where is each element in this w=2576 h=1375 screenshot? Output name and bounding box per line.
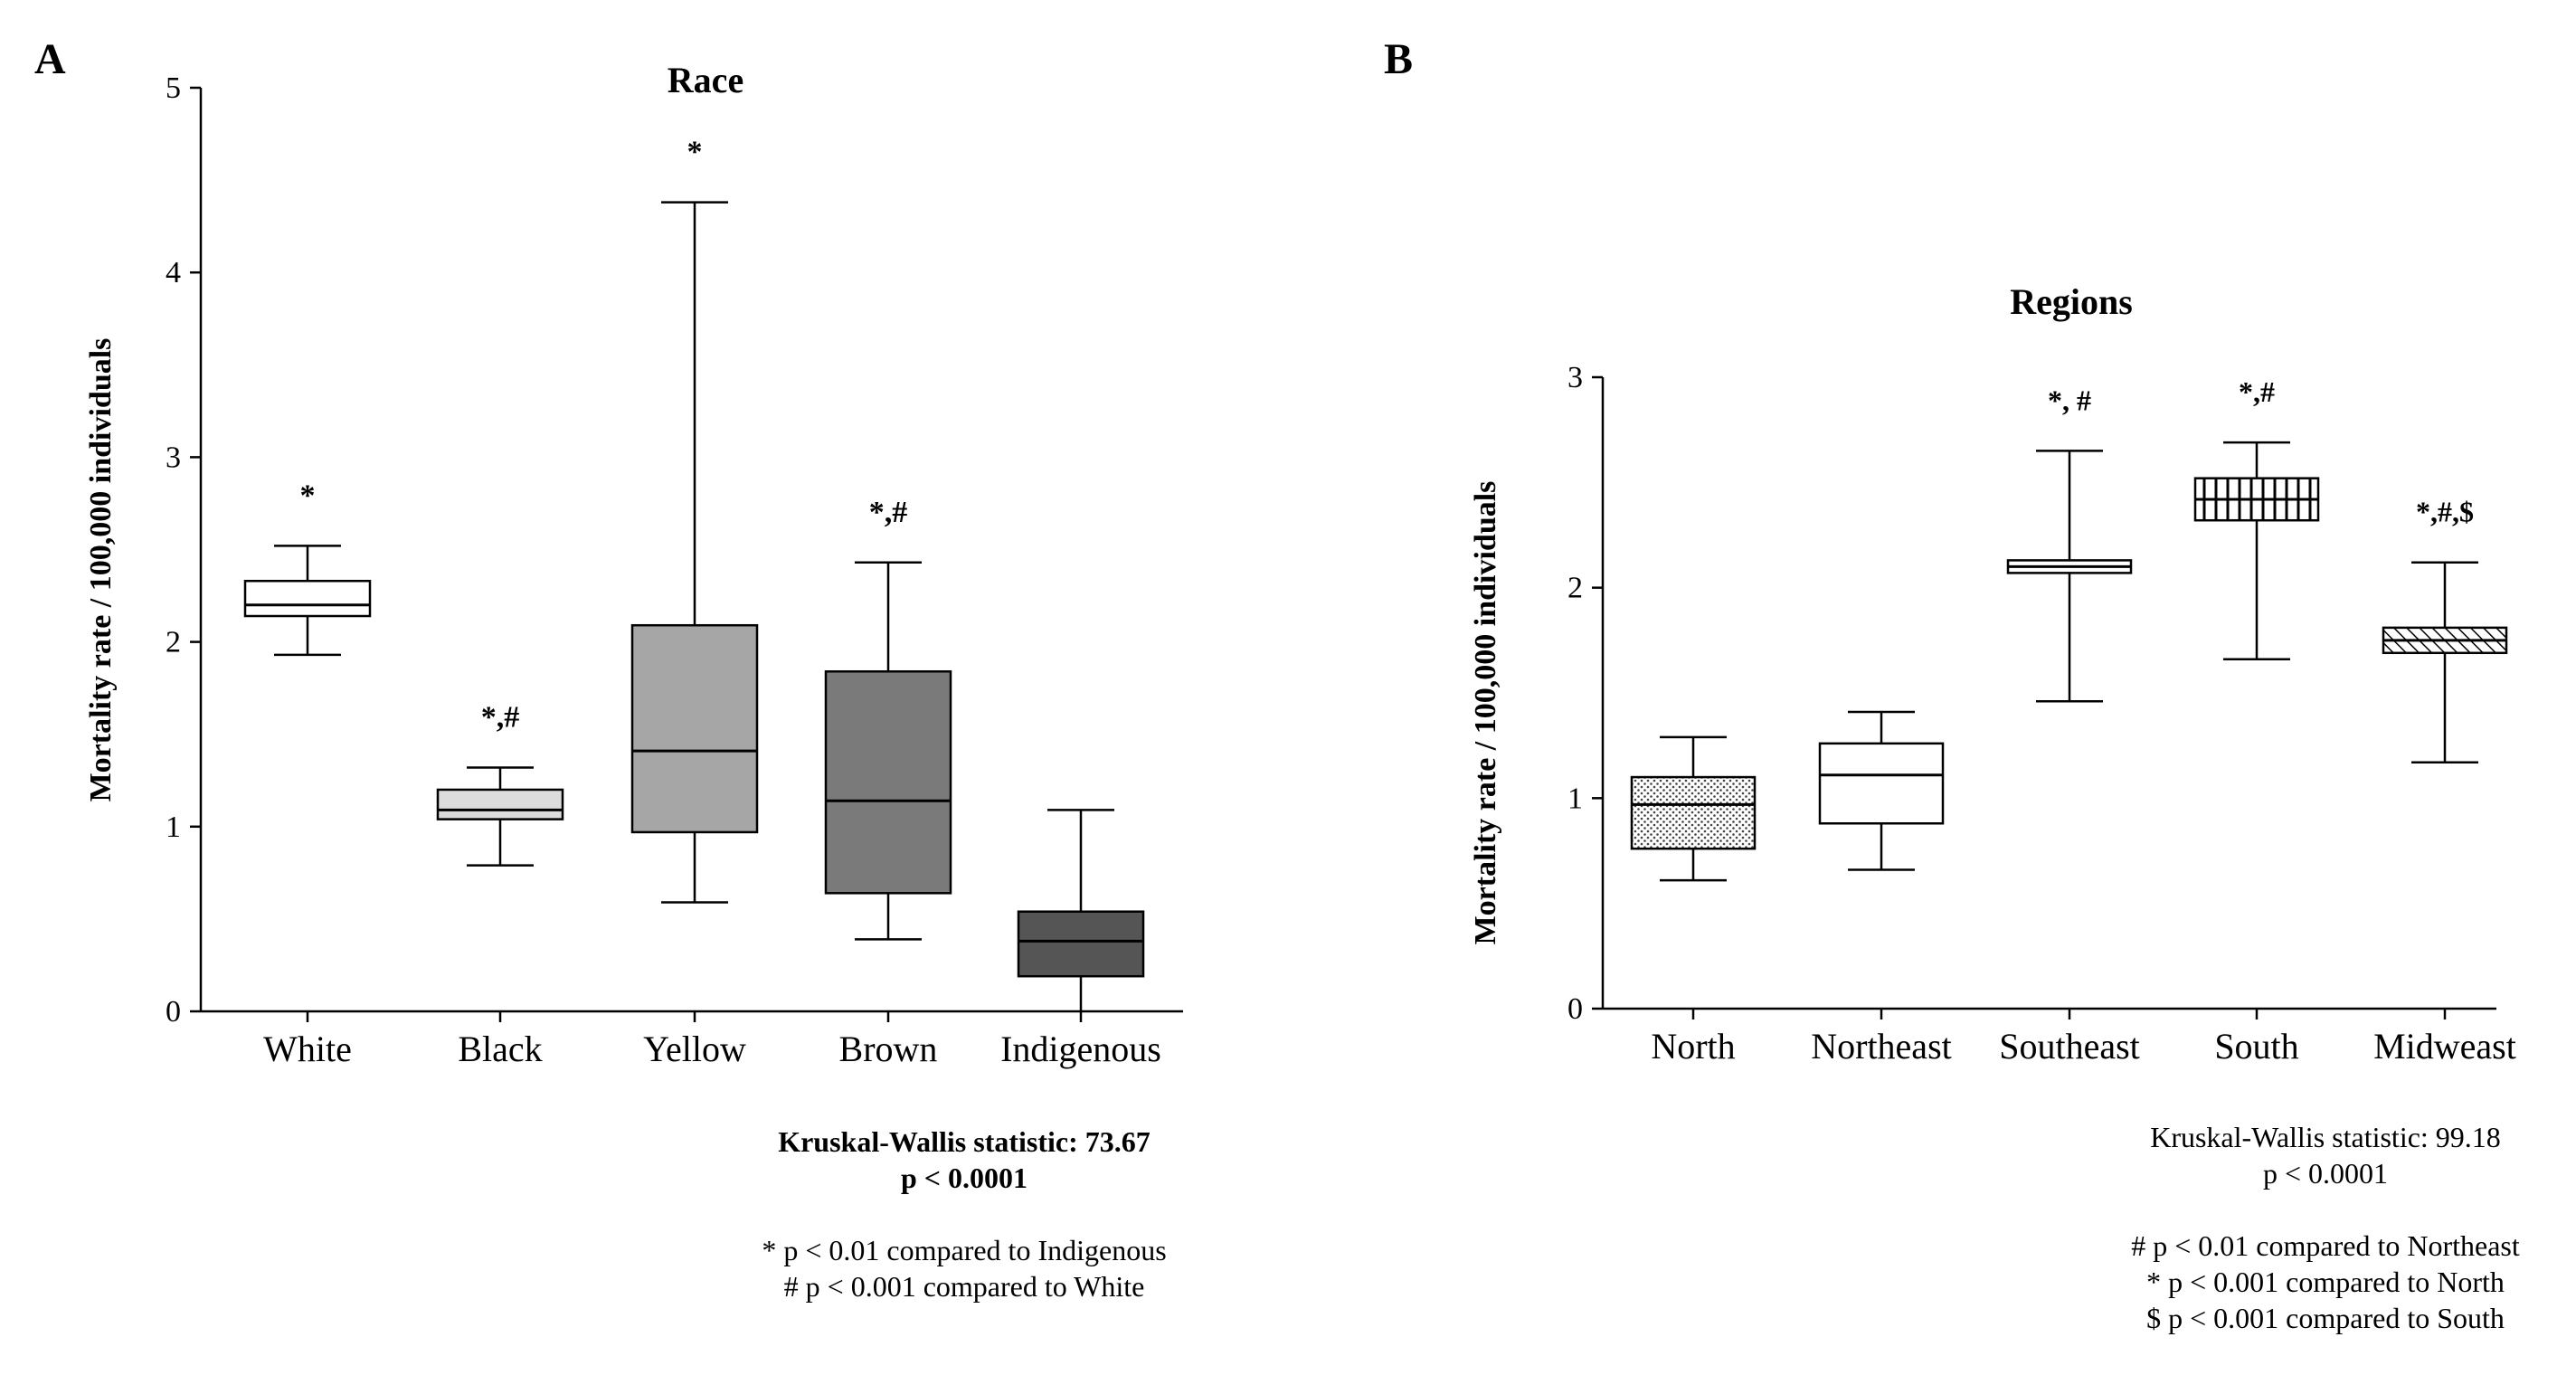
panel-a-category-label-brown: Brown <box>839 1029 938 1069</box>
panel-a-box-yellow <box>630 623 759 834</box>
panel-b-kruskal-wallis: Kruskal-Wallis statistic: 99.18 <box>2150 1121 2501 1153</box>
panel-b-y-tick-label: 0 <box>1567 992 1583 1026</box>
panel-b-plot: 0 1 2 3 North Northeast Southeast *, # South *,# M… <box>1567 361 2516 1067</box>
panel-b-category-label-southeast: Southeast <box>1999 1026 2140 1067</box>
panel-b-y-tick-label: 3 <box>1567 361 1583 394</box>
panel-a-kruskal-wallis: Kruskal-Wallis statistic: 73.67 <box>778 1125 1151 1158</box>
panel-a-letter: A <box>34 35 66 83</box>
panel-b-note-2: * p < 0.001 compared to North <box>2146 1266 2505 1298</box>
panel-b-category-label-midweast: Midweast <box>2373 1026 2516 1067</box>
panel-b-title: Regions <box>2010 281 2133 322</box>
panel-a-y-tick-label: 1 <box>166 811 181 844</box>
panel-b-category-label-south: South <box>2214 1026 2298 1067</box>
panel-b-category-label-north: North <box>1651 1026 1735 1067</box>
panel-b-note-3: $ p < 0.001 compared to South <box>2146 1302 2505 1334</box>
panel-a-note-2: # p < 0.001 compared to White <box>783 1270 1145 1303</box>
panel-b-category-label-northeast: Northeast <box>1811 1026 1952 1067</box>
panel-a-category-label-yellow: Yellow <box>643 1029 746 1069</box>
panel-b-y-tick-label: 1 <box>1567 782 1583 815</box>
panel-a-significance-brown: *,# <box>869 496 908 529</box>
panel-a-plot: 0 1 2 3 4 5 White * Black *,# Yellow * Brown *,# Indig… <box>166 71 1183 1069</box>
panel-a-note-1: * p < 0.01 compared to Indigenous <box>762 1234 1167 1266</box>
panel-a-category-label-white: White <box>263 1029 352 1069</box>
panel-a-significance-yellow: * <box>687 136 703 169</box>
panel-b-significance-midweast: *,#,$ <box>2416 496 2474 528</box>
panel-b-significance-south: *,# <box>2239 375 2275 408</box>
panel-b-box-north <box>1630 775 1757 850</box>
panel-a-p-value: p < 0.0001 <box>900 1162 1028 1194</box>
panel-a-box-white <box>243 579 372 618</box>
panel-a-title: Race <box>667 60 744 100</box>
panel-a-significance-black: *,# <box>481 700 520 734</box>
panel-b-note-1: # p < 0.01 compared to Northeast <box>2131 1229 2520 1262</box>
panel-b-stats: Kruskal-Wallis statistic: 99.18 p < 0.00… <box>2131 1119 2520 1336</box>
panel-a-box-black <box>436 788 564 820</box>
panel-b-letter: B <box>1384 35 1414 83</box>
panel-a-y-tick-label: 4 <box>166 256 181 289</box>
panel-b-p-value: p < 0.0001 <box>2262 1157 2389 1190</box>
panel-a-category-label-black: Black <box>458 1029 542 1069</box>
panel-a-y-tick-label: 0 <box>166 995 181 1029</box>
panel-a-stats: Kruskal-Wallis statistic: 73.67 p < 0.00… <box>762 1124 1166 1304</box>
panel-a-box-indigenous <box>1017 910 1145 978</box>
panel-a-category-label-indigenous: Indigenous <box>1000 1029 1161 1069</box>
panel-a-y-tick-label: 3 <box>166 441 181 474</box>
panel-a-y-tick-label: 2 <box>166 626 181 659</box>
panel-b-box-northeast <box>1818 742 1945 825</box>
panel-a-y-tick-label: 5 <box>166 71 181 105</box>
panel-b-significance-southeast: *, # <box>2048 384 2091 416</box>
panel-a-box-brown <box>824 670 952 895</box>
panel-a-significance-white: * <box>300 479 316 512</box>
panel-b-y-tick-label: 2 <box>1567 572 1583 605</box>
